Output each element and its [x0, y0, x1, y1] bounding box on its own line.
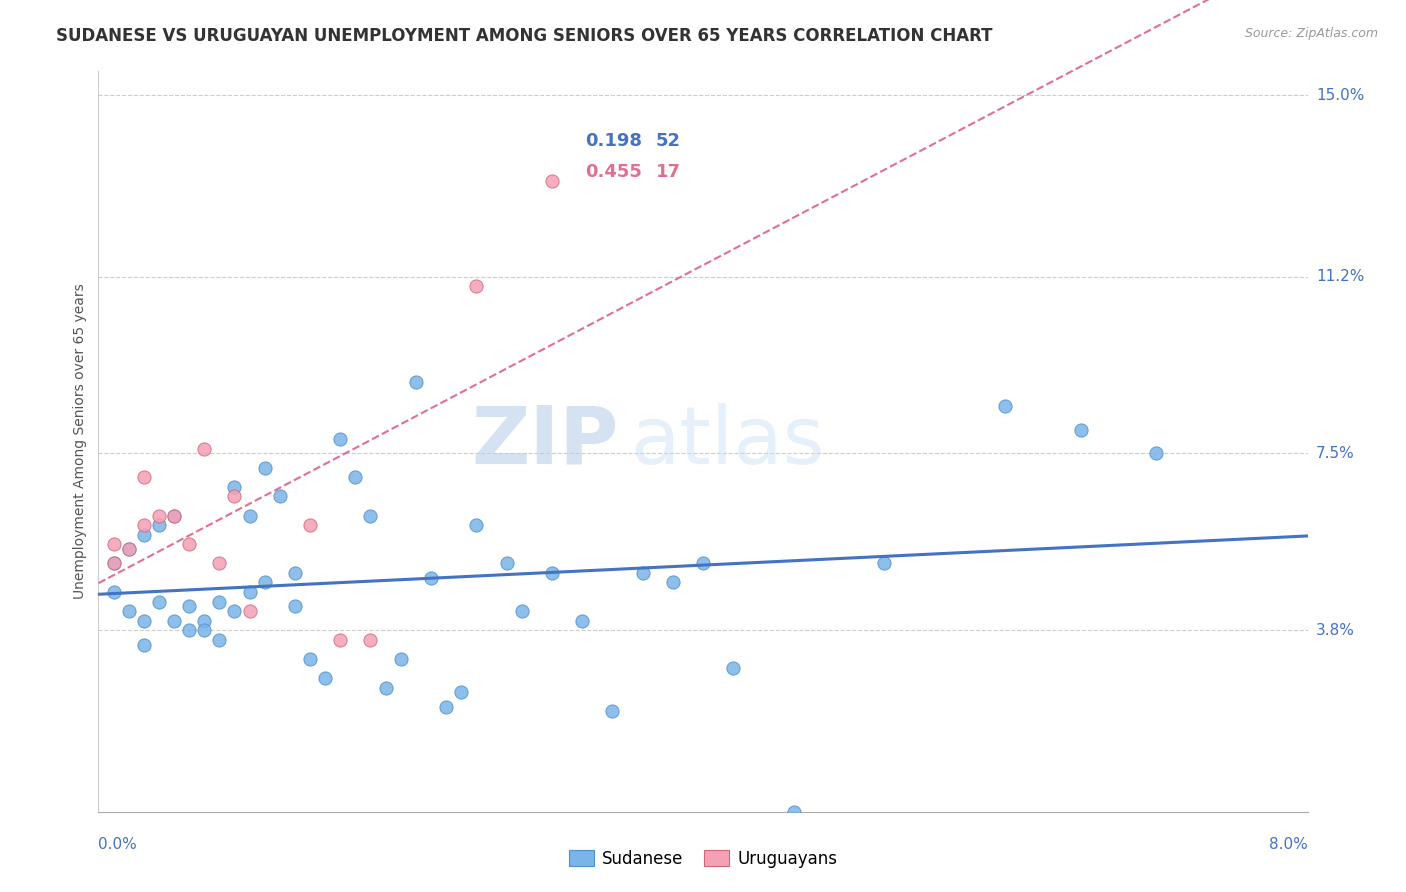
Point [118, 541, 141, 556]
Point [360, 508, 382, 523]
Point [208, 557, 231, 571]
Point [208, 594, 231, 608]
Point [329, 432, 352, 446]
Point [103, 557, 125, 571]
Point [1146, 446, 1168, 460]
Point [193, 624, 215, 638]
Point [239, 508, 262, 523]
Point [193, 614, 215, 628]
Point [103, 585, 125, 599]
Point [148, 594, 170, 608]
Point [374, 681, 396, 695]
Point [179, 537, 201, 551]
Point [434, 699, 457, 714]
Text: Source: ZipAtlas.com: Source: ZipAtlas.com [1244, 27, 1378, 40]
Text: ZIP: ZIP [471, 402, 619, 481]
Point [661, 575, 683, 590]
Point [692, 557, 714, 571]
Text: SUDANESE VS URUGUAYAN UNEMPLOYMENT AMONG SENIORS OVER 65 YEARS CORRELATION CHART: SUDANESE VS URUGUAYAN UNEMPLOYMENT AMONG… [56, 27, 993, 45]
Text: 17: 17 [655, 163, 681, 181]
Point [284, 599, 307, 614]
Point [163, 614, 186, 628]
Point [405, 375, 427, 389]
Point [465, 279, 488, 293]
Point [465, 518, 488, 533]
Y-axis label: Unemployment Among Seniors over 65 years: Unemployment Among Seniors over 65 years [73, 284, 87, 599]
Point [239, 604, 262, 618]
Point [873, 557, 896, 571]
Point [450, 685, 472, 699]
Text: 3.8%: 3.8% [1316, 623, 1355, 638]
Point [344, 470, 367, 484]
Point [193, 442, 215, 456]
Text: 52: 52 [655, 132, 681, 150]
Point [224, 480, 246, 494]
Point [224, 604, 246, 618]
Point [420, 571, 443, 585]
Point [118, 604, 141, 618]
Point [723, 661, 745, 675]
Point [360, 632, 382, 647]
Point [314, 671, 336, 685]
Point [269, 490, 291, 504]
Point [239, 585, 262, 599]
Point [253, 575, 276, 590]
Point [540, 566, 562, 580]
Point [540, 174, 562, 188]
Point [253, 460, 276, 475]
Point [103, 537, 125, 551]
Text: 0.198: 0.198 [585, 132, 643, 150]
Point [495, 557, 517, 571]
Text: 15.0%: 15.0% [1316, 87, 1364, 103]
Point [118, 541, 141, 556]
Point [299, 518, 322, 533]
Point [389, 652, 412, 666]
Point [224, 490, 246, 504]
Point [299, 652, 322, 666]
Point [329, 632, 352, 647]
Text: 11.2%: 11.2% [1316, 269, 1364, 285]
Text: 8.0%: 8.0% [1268, 837, 1308, 852]
Point [132, 638, 155, 652]
Legend: Sudanese, Uruguayans: Sudanese, Uruguayans [562, 844, 844, 875]
Point [994, 399, 1017, 413]
Point [103, 557, 125, 571]
Point [284, 566, 307, 580]
Point [631, 566, 654, 580]
Point [179, 624, 201, 638]
Point [1070, 423, 1092, 437]
Text: atlas: atlas [630, 402, 825, 481]
Point [132, 518, 155, 533]
Text: 0.0%: 0.0% [98, 837, 138, 852]
Point [132, 527, 155, 541]
Text: 0.455: 0.455 [585, 163, 643, 181]
Point [571, 614, 593, 628]
Point [602, 705, 624, 719]
Point [163, 508, 186, 523]
Point [208, 632, 231, 647]
Point [163, 508, 186, 523]
Point [179, 599, 201, 614]
Text: 7.5%: 7.5% [1316, 446, 1354, 461]
Point [132, 614, 155, 628]
Point [148, 508, 170, 523]
Point [132, 470, 155, 484]
Point [510, 604, 533, 618]
Point [148, 518, 170, 533]
Point [783, 805, 806, 819]
